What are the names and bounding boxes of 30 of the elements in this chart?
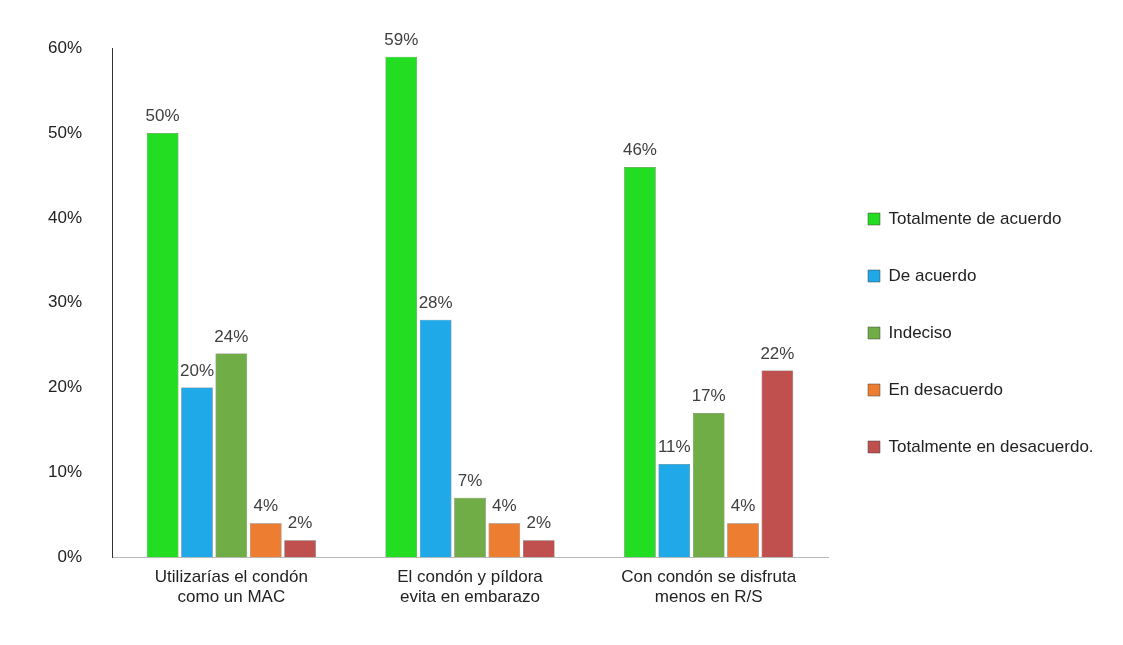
legend-label: En desacuerdo bbox=[888, 379, 1003, 399]
legend-label: Totalmente de acuerdo bbox=[888, 208, 1062, 228]
y-tick-label: 40% bbox=[47, 207, 83, 227]
y-tick-label: 50% bbox=[47, 122, 83, 142]
data-label: 17% bbox=[691, 386, 726, 406]
x-tick-label: Con condón se disfruta menos en R/S bbox=[621, 567, 797, 607]
legend-label: Indeciso bbox=[888, 322, 952, 342]
y-tick-label: 30% bbox=[47, 292, 83, 312]
data-label: 2% bbox=[287, 513, 313, 533]
x-tick-label: Utilizarías el condón como un MAC bbox=[154, 567, 308, 607]
y-tick-label: 20% bbox=[47, 377, 83, 397]
data-label: 46% bbox=[622, 140, 657, 160]
data-label: 24% bbox=[214, 326, 249, 346]
y-tick-label: 10% bbox=[47, 462, 83, 482]
data-label: 4% bbox=[253, 496, 279, 516]
data-label: 20% bbox=[179, 360, 214, 380]
data-label: 7% bbox=[457, 471, 483, 490]
y-tick-label: 0% bbox=[57, 546, 83, 566]
data-label: 22% bbox=[760, 343, 795, 363]
x-tick-label: El condón y píldora evita en embarazo bbox=[397, 567, 544, 607]
data-label: 4% bbox=[492, 496, 517, 516]
legend-label: De acuerdo bbox=[888, 265, 977, 285]
data-label: 2% bbox=[526, 513, 552, 533]
data-label: 50% bbox=[145, 106, 180, 126]
data-label: 28% bbox=[418, 292, 453, 312]
data-label: 59% bbox=[384, 29, 419, 49]
data-label: 4% bbox=[730, 496, 756, 516]
y-tick-label: 60% bbox=[47, 37, 83, 57]
data-label: 11% bbox=[657, 437, 691, 457]
legend-label: Totalmente en desacuerdo. bbox=[888, 436, 1094, 456]
